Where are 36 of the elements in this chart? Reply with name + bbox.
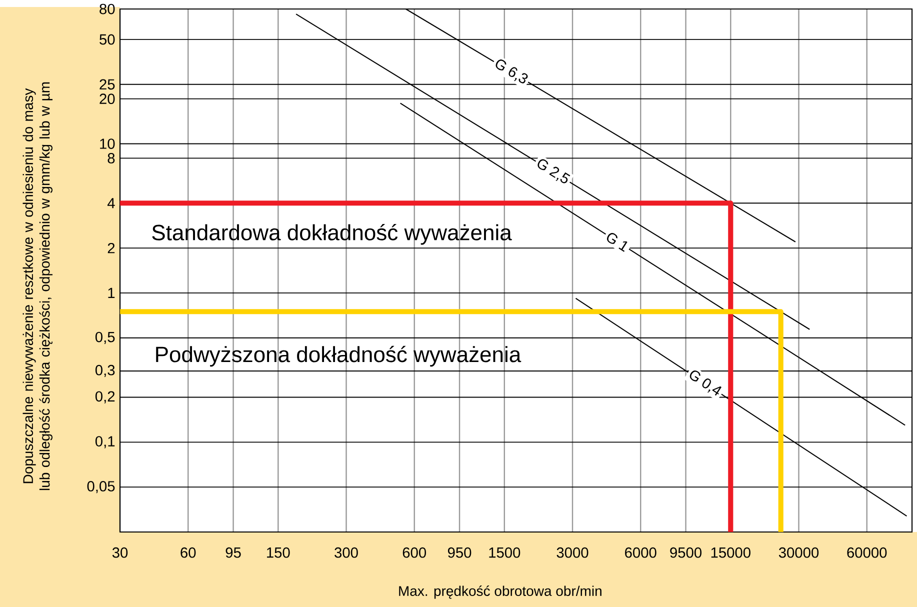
y-tick-label: 25 [100, 79, 115, 90]
y-tick-label: 4 [107, 198, 115, 208]
x-tick-label: 30000 [778, 547, 819, 558]
x-tick-label: 6000 [625, 547, 656, 558]
y-tick-label: 20 [100, 94, 115, 104]
x-tick-label: 600 [402, 547, 426, 558]
x-tick-label: 15000 [711, 547, 750, 558]
text: G 0,4 [690, 370, 722, 396]
y-tick-label: 50 [100, 34, 115, 45]
x-tick-label: 30 [112, 547, 128, 558]
annotation: Podwyższona dokładność wyważenia [156, 346, 522, 367]
x-tick-label: 950 [448, 547, 472, 558]
y-axis-title: Dopuszczalne niewyważenie resztkowe w odniesieniu do masy lub odległość środka ciężkości, odpowiednio w gmm/kg lub w µm [22, 82, 52, 490]
x-axis-title: Max. prędkość obrotowa obr/min [399, 586, 602, 599]
y-tick-label: 0,3 [95, 364, 115, 378]
x-tick-label: 1500 [489, 547, 520, 558]
x-tick-label: 60 [180, 547, 196, 558]
y-tick-label: 80 [100, 4, 115, 14]
y-tick-label: 2 [108, 242, 115, 254]
text: G 6,3 [496, 60, 528, 84]
y-tick-label: 8 [108, 153, 115, 164]
y-tick-label: 0,05 [87, 481, 115, 494]
x-tick-label: 3000 [556, 547, 588, 558]
x-tick-label: 9500 [670, 547, 702, 558]
y-tick-label: 0,2 [95, 391, 115, 404]
y-tick-label: 1 [108, 288, 115, 298]
text: G 1 [607, 233, 628, 252]
annotation: Standardowa dokładność wyważenia [152, 224, 512, 245]
y-tick-label: 0,1 [95, 436, 115, 448]
x-tick-label: 150 [267, 547, 290, 558]
y-tick-label: 10 [100, 138, 115, 149]
x-tick-label: 60000 [847, 547, 887, 558]
text: G 2,5 [538, 159, 570, 184]
x-tick-label: 95 [226, 547, 241, 558]
x-tick-label: 300 [334, 547, 358, 558]
y-tick-label: 0,5 [95, 332, 115, 344]
